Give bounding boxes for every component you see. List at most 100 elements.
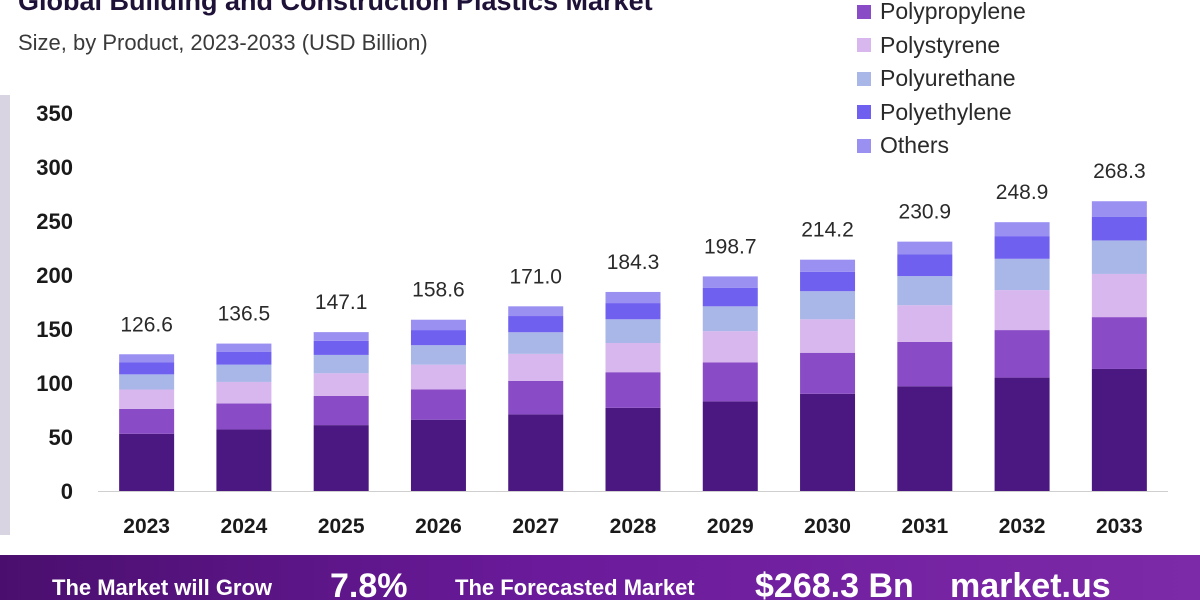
bar-total-label: 214.2 xyxy=(801,219,854,242)
bar-segment-base xyxy=(702,401,758,491)
footer-forecast-value: $268.3 Bn xyxy=(755,567,914,600)
x-tick-label: 2031 xyxy=(901,515,948,538)
legend-label: Polyethylene xyxy=(880,98,1012,125)
bar-segment-polyurethane xyxy=(119,374,175,390)
x-tick-label: 2027 xyxy=(512,515,559,538)
x-tick-label: 2033 xyxy=(1096,515,1143,538)
bar-segment-others xyxy=(702,276,758,288)
bar-segment-polystyrene xyxy=(605,343,661,373)
legend-swatch xyxy=(857,38,871,53)
bar-total-label: 198.7 xyxy=(704,235,757,258)
bar-total-label: 147.1 xyxy=(315,291,368,314)
y-tick-label: 50 xyxy=(49,425,73,450)
legend-swatch xyxy=(857,138,871,153)
x-tick-label: 2024 xyxy=(221,515,268,538)
bar-segment-others xyxy=(313,332,369,341)
bar-segment-polyurethane xyxy=(313,354,369,374)
bar-segment-polyethylene xyxy=(702,287,758,307)
bar-segment-polyethylene xyxy=(1091,216,1147,241)
x-tick-label: 2030 xyxy=(804,515,851,538)
footer-grow-text: The Market will Grow xyxy=(52,575,273,600)
chart-legend: Polypropylene Polystyrene Polyurethane P… xyxy=(857,0,1026,163)
legend-item-others: Others xyxy=(857,129,1026,163)
y-tick-label: 200 xyxy=(36,263,73,288)
bar-segment-polypropylene xyxy=(508,380,564,415)
footer-banner: The Market will Grow 7.8% The Forecasted… xyxy=(0,555,1200,600)
bar-segment-polyethylene xyxy=(897,254,953,277)
bar-segment-others xyxy=(994,222,1050,237)
bar-segment-polyurethane xyxy=(994,258,1050,291)
bar-segment-polypropylene xyxy=(800,352,856,394)
bar-segment-polystyrene xyxy=(1091,273,1147,318)
bar-segment-polypropylene xyxy=(216,403,272,430)
stacked-bar-chart: 0 50 100 150 200 250 300 350 126.6 2023 136.5 2024 1… xyxy=(36,101,1168,538)
y-tick-label: 150 xyxy=(36,317,73,342)
bar-total-label: 184.3 xyxy=(607,251,660,274)
bar-segment-polystyrene xyxy=(313,373,369,396)
legend-swatch xyxy=(857,105,871,120)
bar-segment-polystyrene xyxy=(216,381,272,404)
footer-cagr-value: 7.8% xyxy=(330,567,408,600)
bar-segment-others xyxy=(119,354,175,363)
bar-segment-base xyxy=(897,386,953,491)
bar-segment-polyethylene xyxy=(216,351,272,365)
bar-segment-others xyxy=(605,291,661,304)
chart-subtitle: Size, by Product, 2023-2033 (USD Billion… xyxy=(18,30,428,55)
x-tick-label: 2023 xyxy=(123,515,170,538)
bar-segment-base xyxy=(119,433,175,491)
bar-segment-polyurethane xyxy=(1091,240,1147,274)
bar-segment-polyurethane xyxy=(216,364,272,382)
footer-source: market.us xyxy=(950,567,1111,600)
legend-item-polyurethane: Polyurethane xyxy=(857,62,1026,96)
bar-segment-polyurethane xyxy=(410,345,466,365)
bar-total-label: 158.6 xyxy=(412,279,465,302)
bar-total-label: 248.9 xyxy=(996,181,1049,204)
bar-segment-polypropylene xyxy=(605,372,661,408)
bar-segment-polyurethane xyxy=(897,276,953,306)
bar-segment-polystyrene xyxy=(702,331,758,363)
bar-segment-base xyxy=(1091,368,1147,491)
bar-segment-polyethylene xyxy=(410,330,466,346)
y-tick-label: 0 xyxy=(61,479,73,504)
bar-segment-others xyxy=(800,259,856,272)
y-tick-label: 350 xyxy=(36,101,73,126)
bar-segment-polystyrene xyxy=(119,389,175,409)
y-tick-label: 250 xyxy=(36,209,73,234)
bar-segment-others xyxy=(410,319,466,331)
bar-segment-others xyxy=(508,306,564,317)
bar-segment-polystyrene xyxy=(897,305,953,342)
bar-segment-polyethylene xyxy=(994,236,1050,259)
legend-item-polyethylene: Polyethylene xyxy=(857,96,1026,130)
bar-segment-polyethylene xyxy=(605,303,661,320)
bar-segment-polyethylene xyxy=(800,271,856,292)
x-tick-label: 2032 xyxy=(999,515,1046,538)
bar-segment-polypropylene xyxy=(313,395,369,426)
bar-segment-polyurethane xyxy=(508,332,564,354)
bar-segment-polyethylene xyxy=(313,340,369,355)
x-tick-label: 2028 xyxy=(610,515,657,538)
bar-segment-polypropylene xyxy=(897,341,953,387)
legend-label: Polyurethane xyxy=(880,65,1016,92)
bar-segment-base xyxy=(313,425,369,491)
legend-label: Others xyxy=(880,132,950,159)
bar-segment-base xyxy=(800,393,856,491)
legend-item-polystyrene: Polystyrene xyxy=(857,29,1026,63)
legend-label: Polypropylene xyxy=(880,0,1026,25)
chart-title: Global Building and Construction Plastic… xyxy=(18,0,653,16)
bar-total-label: 126.6 xyxy=(120,313,173,336)
bar-segment-polyurethane xyxy=(800,291,856,320)
bar-segment-others xyxy=(216,343,272,352)
bar-total-label: 268.3 xyxy=(1093,160,1146,183)
bar-segment-polyethylene xyxy=(508,316,564,333)
bar-segment-polypropylene xyxy=(1091,317,1147,369)
bar-segment-base xyxy=(216,429,272,491)
legend-swatch xyxy=(857,71,871,86)
bar-segment-base xyxy=(410,419,466,491)
bar-segment-base xyxy=(508,414,564,491)
bar-segment-polyurethane xyxy=(605,319,661,344)
footer-forecast-text: The Forecasted Market xyxy=(455,575,695,600)
bar-segment-polystyrene xyxy=(508,353,564,381)
bar-total-label: 171.0 xyxy=(509,265,562,288)
bar-segment-polystyrene xyxy=(800,319,856,353)
bar-segment-polystyrene xyxy=(994,290,1050,331)
